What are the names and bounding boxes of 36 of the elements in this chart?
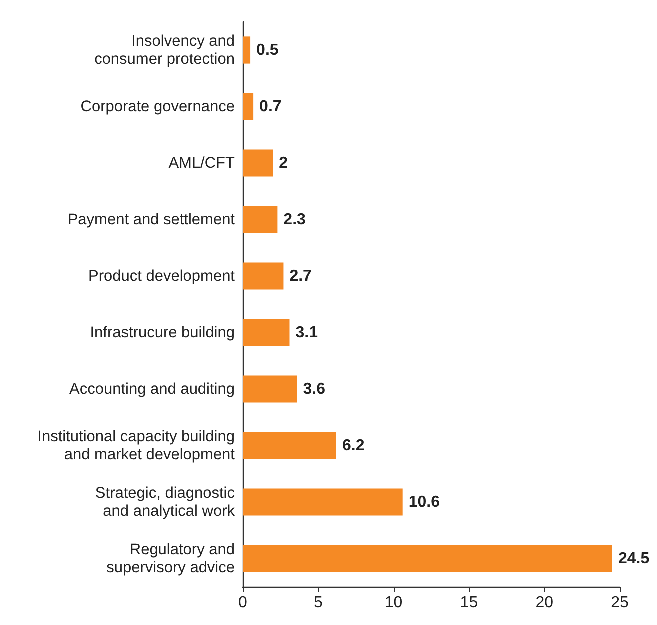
- data-label: 24.5: [618, 550, 650, 568]
- bar: [243, 376, 298, 403]
- bar: [243, 488, 403, 516]
- data-label: 10.6: [408, 494, 440, 511]
- x-tick-label: 0: [238, 594, 248, 612]
- data-label: 0.5: [256, 42, 279, 59]
- data-label: 2.3: [284, 211, 306, 228]
- x-tick-label: 20: [536, 594, 554, 612]
- data-label: 0.7: [260, 98, 282, 116]
- y-tick-label: Payment and settlement: [68, 211, 236, 228]
- x-tick-label: 5: [314, 594, 323, 612]
- y-tick-label: Product development: [88, 268, 236, 285]
- x-tick-label: 10: [384, 594, 403, 612]
- y-tick-label: Accounting and auditing: [70, 380, 235, 398]
- data-label: 3.1: [296, 324, 318, 342]
- x-tick-label: 15: [460, 594, 478, 612]
- y-tick-label: Insolvency and consumer protection: [94, 32, 235, 68]
- data-label: 2.7: [290, 268, 312, 285]
- bar: [243, 432, 336, 460]
- bar: [243, 206, 278, 234]
- data-label: 3.6: [303, 380, 326, 398]
- bar: [243, 150, 274, 177]
- bar: [243, 36, 251, 64]
- bar: [243, 262, 284, 290]
- bar: [243, 93, 254, 120]
- y-tick-label: Corporate governance: [80, 98, 235, 116]
- y-tick-label: Strategic, diagnostic and analytical work: [95, 484, 236, 520]
- y-tick-label: AML/CFT: [168, 154, 236, 172]
- x-tick-label: 25: [611, 594, 629, 612]
- y-tick-label: Infrastrucure building: [90, 324, 235, 342]
- bar: [243, 545, 612, 572]
- bar: [243, 319, 290, 346]
- data-label: 2: [279, 154, 288, 172]
- y-tick-label: Institutional capacity building and market development: [38, 428, 236, 464]
- data-label: 6.2: [342, 437, 365, 454]
- y-tick-label: Regulatory and supervisory advice: [106, 541, 235, 576]
